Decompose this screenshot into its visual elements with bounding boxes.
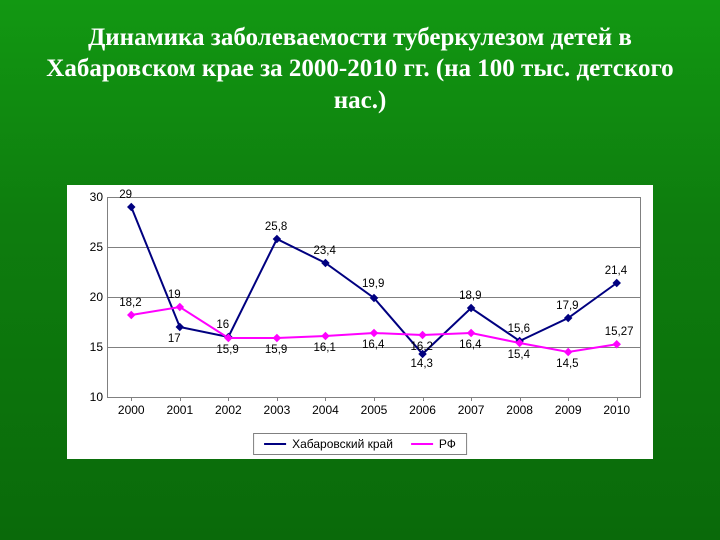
data-marker: [127, 311, 135, 319]
data-label: 29: [119, 189, 132, 201]
x-tick-label: 2009: [548, 403, 588, 417]
legend-label: РФ: [439, 437, 456, 451]
x-tick-label: 2003: [257, 403, 297, 417]
data-marker: [273, 235, 281, 243]
legend-label: Хабаровский край: [292, 437, 393, 451]
data-marker: [564, 348, 572, 356]
x-tick-label: 2008: [500, 403, 540, 417]
x-tick-label: 2001: [160, 403, 200, 417]
slide-title: Динамика заболеваемости туберкулезом дет…: [0, 0, 720, 116]
data-label: 16,1: [313, 342, 335, 354]
x-tick-label: 2005: [354, 403, 394, 417]
y-tick-label: 15: [78, 340, 103, 354]
data-label: 25,8: [265, 221, 287, 233]
y-tick-label: 20: [78, 290, 103, 304]
data-label: 14,5: [556, 358, 578, 370]
data-label: 21,4: [605, 265, 627, 277]
legend-item: Хабаровский край: [264, 437, 393, 451]
data-marker: [467, 329, 475, 337]
data-marker: [273, 334, 281, 342]
x-tick-label: 2006: [403, 403, 443, 417]
data-label: 16,4: [362, 339, 384, 351]
data-label: 15,6: [508, 323, 530, 335]
data-label: 23,4: [313, 245, 335, 257]
legend: Хабаровский край РФ: [253, 433, 467, 455]
data-label: 15,9: [265, 344, 287, 356]
y-tick-label: 10: [78, 390, 103, 404]
legend-item: РФ: [411, 437, 456, 451]
x-tick-label: 2000: [111, 403, 151, 417]
y-tick-label: 30: [78, 190, 103, 204]
data-marker: [127, 203, 135, 211]
data-marker: [370, 329, 378, 337]
plot-area: 29171625,823,419,914,318,915,617,921,418…: [107, 197, 641, 397]
slide: Динамика заболеваемости туберкулезом дет…: [0, 0, 720, 540]
data-label: 15,27: [605, 326, 634, 338]
data-label: 15,4: [508, 349, 530, 361]
data-label: 16: [216, 319, 229, 331]
data-marker: [321, 332, 329, 340]
data-marker: [418, 331, 426, 339]
x-tick-label: 2004: [305, 403, 345, 417]
data-label: 16,4: [459, 339, 481, 351]
x-tick-label: 2007: [451, 403, 491, 417]
data-marker: [176, 323, 184, 331]
data-label: 15,9: [216, 344, 238, 356]
legend-swatch-icon: [264, 443, 286, 445]
data-label: 17: [168, 333, 181, 345]
data-marker: [612, 340, 620, 348]
data-label: 19,9: [362, 278, 384, 290]
data-label: 16,2: [411, 341, 433, 353]
data-label: 14,3: [411, 358, 433, 370]
chart-container: 29 17 16 25,8 23,4 19,9 14,3 18,9 15,6 17,9 21,4 18…: [67, 185, 653, 459]
legend-swatch-icon: [411, 443, 433, 445]
x-tick-label: 2010: [597, 403, 637, 417]
data-label: 19: [168, 289, 181, 301]
data-label: 18,2: [119, 297, 141, 309]
data-label: 18,9: [459, 290, 481, 302]
y-tick-label: 25: [78, 240, 103, 254]
x-tick-label: 2002: [208, 403, 248, 417]
data-label: 17,9: [556, 300, 578, 312]
